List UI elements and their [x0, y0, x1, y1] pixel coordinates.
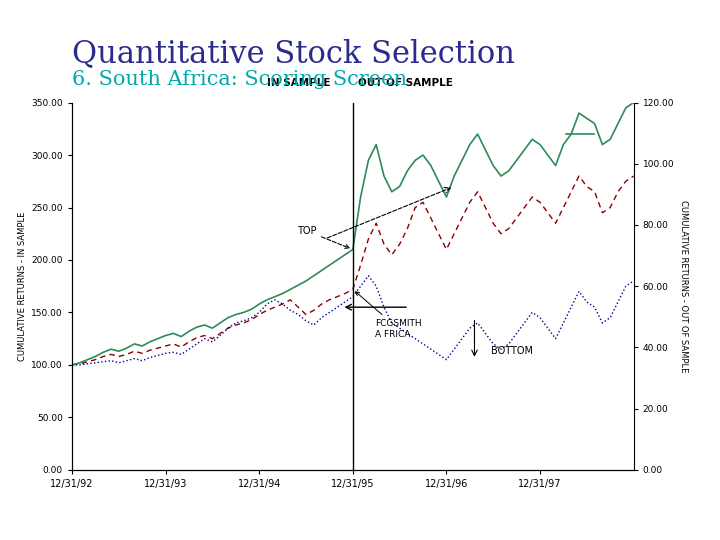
Text: OUT OF SAMPLE: OUT OF SAMPLE — [359, 78, 454, 88]
Y-axis label: CUMULATIVE RETURNS - IN SAMPLE: CUMULATIVE RETURNS - IN SAMPLE — [18, 212, 27, 361]
Y-axis label: CUMULATIVE RETURNS - OUT OF SAMPLE: CUMULATIVE RETURNS - OUT OF SAMPLE — [679, 200, 688, 373]
Text: TOP: TOP — [297, 226, 349, 248]
Text: FCGSMITH
A FRICA: FCGSMITH A FRICA — [356, 292, 422, 339]
Text: Quantitative Stock Selection: Quantitative Stock Selection — [72, 38, 515, 69]
Text: IN SAMPLE: IN SAMPLE — [267, 78, 330, 88]
Text: BOTTOM: BOTTOM — [491, 346, 534, 356]
Text: 6. South Africa: Scoring Screen: 6. South Africa: Scoring Screen — [72, 70, 407, 89]
